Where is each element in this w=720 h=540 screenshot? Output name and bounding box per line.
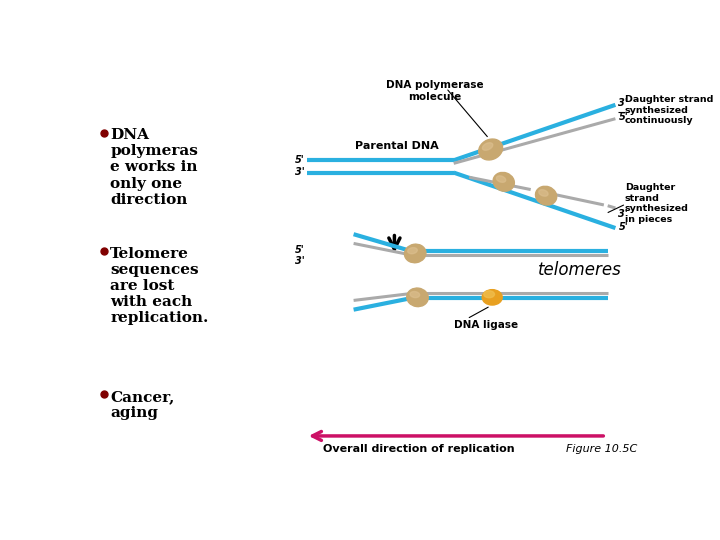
Ellipse shape <box>536 186 557 205</box>
Ellipse shape <box>482 143 492 150</box>
Text: Telomere
sequences
are lost
with each
replication.: Telomere sequences are lost with each re… <box>110 247 209 325</box>
Text: Daughter strand
synthesized
continuously: Daughter strand synthesized continuously <box>625 96 713 125</box>
Text: 5': 5' <box>294 245 305 255</box>
Text: 3': 3' <box>618 98 629 109</box>
Text: Figure 10.5C: Figure 10.5C <box>566 444 637 454</box>
Text: 5': 5' <box>294 154 305 165</box>
Text: 3': 3' <box>294 256 305 266</box>
Text: Daughter
strand
synthesized
in pieces: Daughter strand synthesized in pieces <box>625 183 688 224</box>
Text: DNA ligase: DNA ligase <box>454 320 518 330</box>
Ellipse shape <box>484 291 495 298</box>
Ellipse shape <box>410 292 420 298</box>
Text: 3': 3' <box>294 167 305 177</box>
Text: Overall direction of replication: Overall direction of replication <box>323 444 514 454</box>
Text: Parental DNA: Parental DNA <box>355 141 439 151</box>
Text: 5': 5' <box>618 221 629 232</box>
Text: telomeres: telomeres <box>539 261 622 279</box>
Ellipse shape <box>408 248 418 254</box>
Ellipse shape <box>479 139 503 160</box>
Text: 5': 5' <box>618 112 629 122</box>
Text: 3': 3' <box>618 209 629 219</box>
Ellipse shape <box>405 244 426 263</box>
Text: DNA
polymeras
e works in
only one
direction: DNA polymeras e works in only one direct… <box>110 128 198 207</box>
Ellipse shape <box>493 172 514 191</box>
Ellipse shape <box>482 289 503 305</box>
Ellipse shape <box>496 176 505 183</box>
Text: Cancer,
aging: Cancer, aging <box>110 390 175 420</box>
Ellipse shape <box>539 190 548 196</box>
Ellipse shape <box>407 288 428 307</box>
Text: DNA polymerase
molecule: DNA polymerase molecule <box>386 80 483 102</box>
